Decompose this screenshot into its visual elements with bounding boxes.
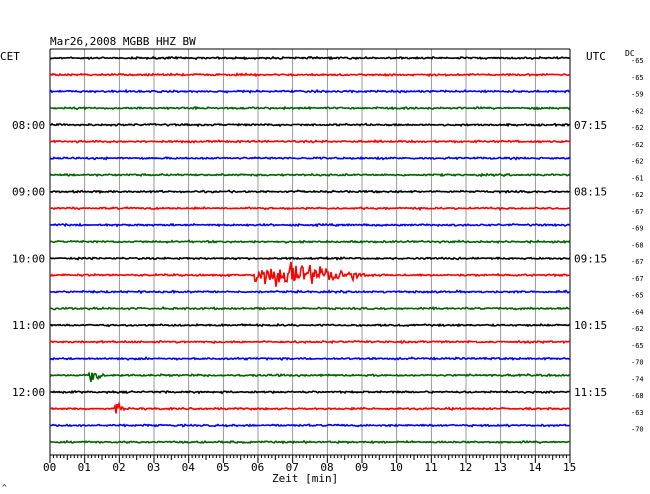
dc-label: DC bbox=[625, 49, 635, 58]
x-tick-label: 00 bbox=[43, 461, 56, 474]
dc-value: -67 bbox=[631, 258, 644, 266]
dc-value: -62 bbox=[631, 141, 644, 149]
dc-value: -65 bbox=[631, 292, 644, 300]
dc-value: -68 bbox=[631, 392, 644, 400]
grid bbox=[49, 48, 571, 455]
trace-row bbox=[50, 105, 571, 111]
x-tick-label: 15 bbox=[563, 461, 576, 474]
trace-row bbox=[49, 355, 571, 361]
dc-value: -62 bbox=[631, 107, 644, 115]
trace-row bbox=[50, 389, 571, 395]
left-time-label: 12:00 bbox=[12, 386, 45, 399]
trace-row bbox=[49, 339, 571, 345]
x-tick-label: 13 bbox=[494, 461, 507, 474]
x-tick-label: 08 bbox=[320, 461, 333, 474]
trace-row bbox=[49, 71, 571, 78]
trace-row bbox=[49, 172, 571, 178]
trace-row bbox=[49, 206, 571, 212]
left-zone-label: CET bbox=[0, 50, 20, 63]
x-axis: 00 01 02 03 04 05 06 07 08 09 10 11 12 13 14 15 bbox=[43, 454, 576, 474]
trace-row bbox=[49, 88, 571, 94]
x-tick-label: 09 bbox=[355, 461, 368, 474]
trace-row bbox=[49, 255, 571, 261]
dc-value: -69 bbox=[631, 225, 644, 233]
trace-row bbox=[49, 439, 571, 445]
dc-value: -59 bbox=[631, 91, 644, 99]
corner-mark: ^ bbox=[2, 483, 7, 492]
right-time-label: 10:15 bbox=[574, 319, 607, 332]
right-time-label: 08:15 bbox=[574, 186, 607, 199]
x-tick-label: 11 bbox=[424, 461, 437, 474]
dc-value: -61 bbox=[631, 174, 644, 182]
left-time-label: 09:00 bbox=[12, 186, 45, 199]
dc-value: -62 bbox=[631, 124, 644, 132]
dc-value: -65 bbox=[631, 57, 644, 65]
trace-row bbox=[49, 55, 571, 61]
trace-row bbox=[49, 322, 571, 328]
trace-row bbox=[49, 371, 571, 383]
trace-row bbox=[49, 222, 571, 228]
dc-value: -62 bbox=[631, 191, 644, 199]
trace-row bbox=[49, 189, 571, 195]
dc-value: -67 bbox=[631, 208, 644, 216]
x-tick-label: 02 bbox=[112, 461, 125, 474]
left-time-label: 11:00 bbox=[12, 319, 45, 332]
trace-row bbox=[50, 305, 571, 311]
right-time-label: 09:15 bbox=[574, 252, 607, 265]
left-time-labels: 08:00 09:00 10:00 11:00 12:00 bbox=[12, 119, 45, 399]
trace-row bbox=[49, 122, 571, 128]
right-zone-label: UTC bbox=[586, 50, 606, 63]
x-tick-label: 06 bbox=[251, 461, 264, 474]
x-tick-label: 14 bbox=[528, 461, 542, 474]
right-time-label: 11:15 bbox=[574, 386, 607, 399]
right-time-labels: 07:15 08:15 09:15 10:15 11:15 bbox=[574, 119, 607, 399]
x-tick-label: 07 bbox=[286, 461, 299, 474]
x-tick-label: 03 bbox=[147, 461, 160, 474]
left-time-label: 08:00 bbox=[12, 119, 45, 132]
dc-value: -62 bbox=[631, 325, 644, 333]
x-tick-label: 01 bbox=[78, 461, 91, 474]
x-axis-label: Zeit [min] bbox=[272, 472, 338, 485]
dc-value: -63 bbox=[631, 409, 644, 417]
right-time-label: 07:15 bbox=[574, 119, 607, 132]
trace-row bbox=[49, 261, 571, 287]
trace-row bbox=[49, 156, 571, 161]
x-tick-label: 10 bbox=[390, 461, 403, 474]
trace-row bbox=[49, 289, 571, 295]
chart-title: Mar26,2008 MGBB HHZ BW bbox=[50, 35, 196, 48]
trace-row bbox=[49, 423, 570, 428]
trace-row bbox=[49, 139, 571, 144]
left-time-label: 10:00 bbox=[12, 252, 45, 265]
dc-value: -68 bbox=[631, 241, 644, 249]
x-tick-label: 05 bbox=[216, 461, 229, 474]
trace-row bbox=[49, 400, 571, 414]
dc-value: -64 bbox=[631, 308, 644, 316]
dc-value: -67 bbox=[631, 275, 644, 283]
dc-value: -74 bbox=[631, 375, 644, 383]
x-tick-label: 04 bbox=[182, 461, 196, 474]
x-tick-label: 12 bbox=[459, 461, 472, 474]
dc-value-labels: -65 -65 -59 -62 -62 -62 -62 -61 -62 -67 -69 -68 -67 -… bbox=[631, 57, 644, 434]
trace-group bbox=[49, 55, 571, 445]
trace-row bbox=[49, 239, 571, 245]
dc-value: -70 bbox=[631, 426, 644, 434]
dc-value: -65 bbox=[631, 74, 644, 82]
dc-value: -65 bbox=[631, 342, 644, 350]
dc-value: -70 bbox=[631, 359, 644, 367]
dc-value: -62 bbox=[631, 158, 644, 166]
